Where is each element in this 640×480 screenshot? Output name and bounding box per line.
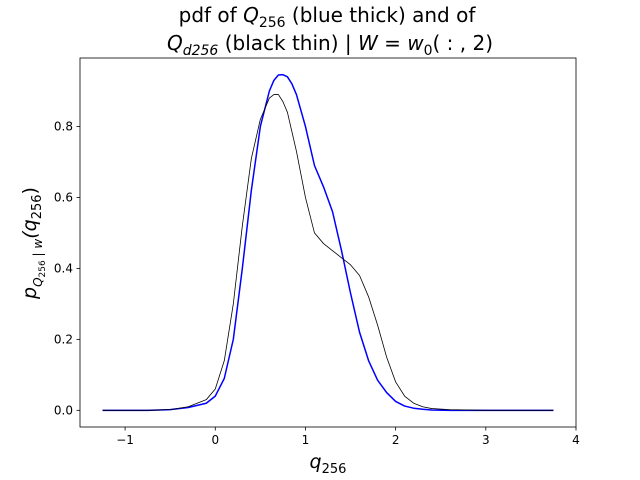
x-tick-label: 0 [211,433,219,447]
series-line-2 [102,94,554,411]
y-tick-label: 0.6 [54,190,73,204]
x-tick-label: 2 [392,433,400,447]
x-tick-label: 3 [482,433,490,447]
chart-title-line-2: Qd256 (black thin) | W = w0( : , 2) [167,31,493,59]
plot-frame [79,57,577,428]
x-tick-label: 1 [302,433,310,447]
y-axis-label: pQ256 | w(q256) [19,187,48,300]
y-tick-label: 0.0 [54,403,73,417]
x-tick-label: 4 [572,433,580,447]
x-axis-label: q256 [310,451,347,477]
series-line-1 [102,73,554,412]
plot-area: −1 0 1 2 3 4 0.0 0.2 0.4 0.6 0.8 [54,57,580,447]
y-tick-label: 0.4 [54,261,73,275]
y-tick-label: 0.8 [54,119,73,133]
chart-title-line-1: pdf of Q256 (blue thick) and of [179,3,477,31]
y-tick-label: 0.2 [54,332,73,346]
x-tick-label: −1 [116,433,134,447]
